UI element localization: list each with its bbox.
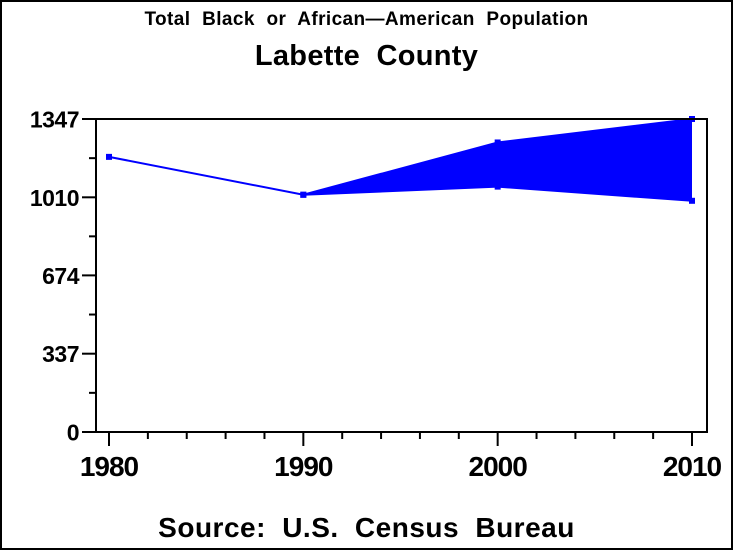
source-note: Source: U.S. Census Bureau: [158, 512, 575, 543]
y-tick-label: 0: [67, 420, 79, 446]
area-fill: [303, 119, 692, 201]
data-marker: [106, 153, 112, 160]
y-tick-label: 674: [42, 263, 80, 289]
x-tick-label: 1980: [80, 451, 139, 482]
y-tick-label: 1010: [30, 185, 79, 211]
x-tick-label: 1990: [274, 451, 333, 482]
x-tick-label: 2010: [663, 451, 722, 482]
data-marker: [689, 197, 695, 204]
population-lower-line: [108, 155, 693, 202]
data-marker: [494, 183, 501, 190]
chart-subtitle: Labette County: [254, 40, 479, 72]
y-tick-label: 337: [42, 341, 79, 367]
x-tick-label: 2000: [469, 451, 528, 482]
chart-title: Total Black or African—American Populati…: [144, 9, 589, 30]
data-marker: [300, 191, 307, 198]
data-marker: [494, 139, 501, 146]
y-tick-label: 1347: [30, 107, 79, 133]
